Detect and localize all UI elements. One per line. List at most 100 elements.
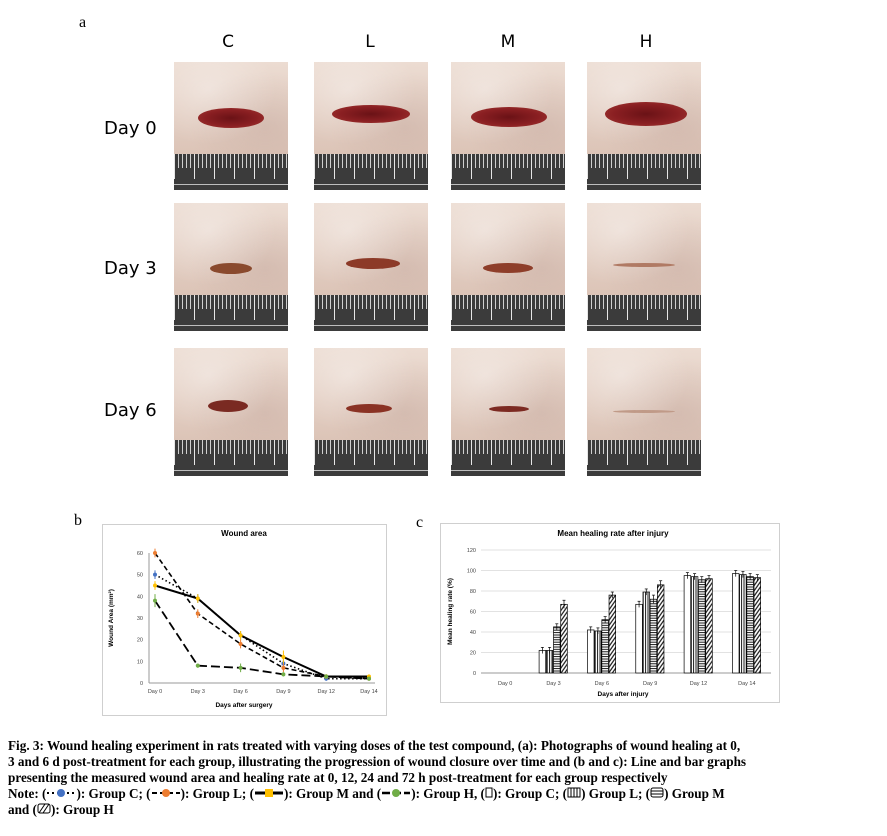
- y-tick-label: 10: [137, 659, 143, 665]
- bar: [553, 626, 561, 674]
- x-tick-label: Day 14: [738, 681, 755, 687]
- wound-photo-h-day0: [587, 62, 701, 190]
- x-tick-label: Day 3: [546, 681, 560, 687]
- note-prefix: Note: (: [8, 786, 47, 801]
- data-point: [367, 676, 371, 681]
- column-header-l: L: [365, 32, 375, 52]
- bar: [732, 573, 740, 674]
- y-tick-label: 0: [473, 671, 476, 677]
- wound-mark: [346, 404, 392, 413]
- data-point: [281, 655, 286, 659]
- wound-photo-c-day3: [174, 203, 288, 331]
- y-tick-label: 0: [140, 681, 143, 687]
- wound-area-chart: Wound area 0 10 20 30 40 50 60 Day 0 Day 3 Day 6 Da…: [102, 524, 387, 716]
- column-header-c: C: [222, 32, 234, 52]
- bar-pattern-horizontal-icon: [650, 787, 664, 798]
- wound-mark: [489, 406, 529, 412]
- bar-pattern-open-icon: [485, 787, 493, 798]
- x-tick-label: Day 9: [276, 689, 290, 695]
- x-tick-label: Day 6: [233, 689, 247, 695]
- row-header-day3: Day 3: [104, 258, 157, 279]
- data-point: [195, 611, 200, 616]
- chart-title: Wound area: [221, 529, 267, 538]
- caption-line-2: 3 and 6 d post-treatment for each group,…: [8, 754, 747, 769]
- x-tick-label: Day 0: [498, 681, 512, 687]
- legend-icon-c: [47, 789, 76, 797]
- healing-rate-svg: Mean healing rate after injury 0 20 40 60 80 1…: [447, 529, 771, 698]
- y-tick-label: 30: [137, 616, 143, 622]
- bar: [587, 629, 595, 674]
- wound-photo-h-day6: [587, 348, 701, 476]
- bar: [635, 603, 643, 674]
- y-tick-label: 20: [470, 651, 476, 657]
- wound-mark: [613, 410, 675, 413]
- bar-pattern-diagonal-icon: [37, 803, 51, 814]
- chart-title: Mean healing rate after injury: [557, 529, 669, 538]
- wound-photo-c-day6: [174, 348, 288, 476]
- x-tick-label: Day 0: [148, 689, 162, 695]
- bar: [657, 584, 665, 674]
- panel-a-label: a: [79, 14, 87, 31]
- wound-photo-h-day3: [587, 203, 701, 331]
- note-c-label: ): Group C; (: [76, 786, 151, 801]
- note-bar-l-label: ) Group L; (: [581, 786, 651, 801]
- series-line: [154, 600, 370, 680]
- panel-c-label: c: [416, 514, 424, 531]
- x-axis-title: Days after surgery: [215, 702, 272, 709]
- y-axis-title: Wound Area (mm²): [108, 589, 115, 647]
- y-tick-label: 60: [137, 551, 143, 557]
- data-point: [153, 572, 157, 577]
- data-point: [195, 663, 200, 668]
- caption-line-1: Fig. 3: Wound healing experiment in rats…: [8, 738, 741, 753]
- data-point: [281, 665, 286, 670]
- series-line: [154, 573, 369, 680]
- row-header-day6: Day 6: [104, 400, 157, 421]
- bar: [753, 577, 761, 674]
- x-tick-label: Day 9: [643, 681, 657, 687]
- wound-photo-l-day6: [314, 348, 428, 476]
- data-point: [153, 551, 157, 555]
- wound-mark: [208, 400, 248, 412]
- note-and: and (: [8, 802, 37, 817]
- bar: [649, 598, 658, 674]
- y-axis-title: Mean healing rate (%): [447, 578, 454, 645]
- bar: [538, 650, 547, 674]
- wound-photo-l-day3: [314, 203, 428, 331]
- x-tick-label: Day 3: [191, 689, 205, 695]
- wound-mark: [332, 105, 410, 123]
- y-tick-label: 40: [137, 594, 143, 600]
- note-l-label: ): Group L; (: [180, 786, 254, 801]
- bar: [739, 574, 747, 674]
- legend-icon-m: [254, 789, 283, 797]
- bar: [560, 603, 568, 674]
- x-tick-label: Day 12: [317, 689, 334, 695]
- column-header-m: M: [500, 32, 516, 52]
- bar: [608, 594, 616, 674]
- bar: [705, 578, 713, 674]
- wound-mark: [198, 108, 264, 128]
- wound-mark: [483, 263, 533, 273]
- wound-mark: [471, 107, 547, 127]
- bar: [698, 579, 706, 674]
- y-tick-label: 80: [470, 589, 476, 595]
- wound-mark: [613, 263, 675, 267]
- figure-caption: Fig. 3: Wound healing experiment in rats…: [8, 738, 882, 818]
- caption-line-3: presenting the measured wound area and h…: [8, 770, 668, 785]
- data-point: [153, 583, 157, 588]
- data-point: [238, 642, 243, 646]
- note-bar-m-label: ) Group M: [664, 786, 725, 801]
- y-tick-label: 60: [470, 610, 476, 616]
- wound-mark: [210, 263, 252, 274]
- note-bar-c-label: ): Group C; (: [492, 786, 568, 801]
- legend-icon-l: [151, 789, 180, 797]
- panel-b-label: b: [74, 512, 82, 529]
- wound-mark: [605, 102, 687, 126]
- y-tick-label: 100: [467, 569, 476, 575]
- wound-area-svg: Wound area 0 10 20 30 40 50 60 Day 0 Day 3 Day 6 Da…: [108, 529, 378, 709]
- data-point: [324, 674, 329, 679]
- note-h-label: ): Group H, (: [411, 786, 485, 801]
- y-tick-label: 50: [137, 573, 143, 579]
- data-point: [238, 633, 243, 638]
- wound-photo-m-day0: [451, 62, 565, 190]
- y-tick-label: 40: [470, 630, 476, 636]
